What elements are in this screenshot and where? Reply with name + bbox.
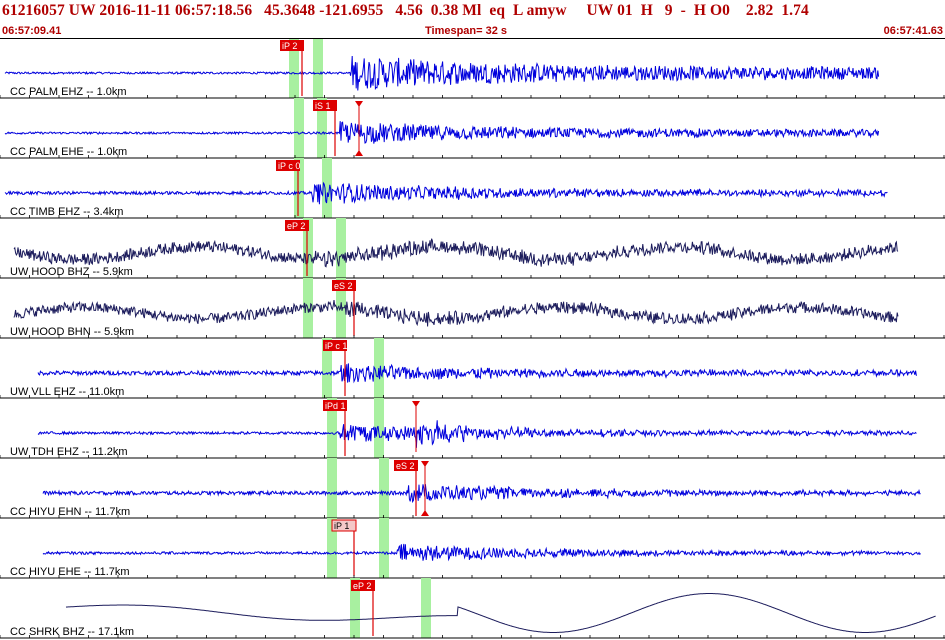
- pick-window: [379, 458, 389, 518]
- waveform-trace: [37, 363, 917, 384]
- pick-window: [327, 398, 337, 458]
- channel-row[interactable]: eP 2 UW HOOD BHZ -- 5.9km: [0, 218, 945, 279]
- channel-label: CC PALM EHZ -- 1.0km: [10, 86, 127, 98]
- pick-window: [336, 278, 346, 338]
- waveform-trace: [65, 593, 936, 633]
- pick-window: [303, 218, 313, 278]
- pick-window: [327, 458, 337, 518]
- channel-row[interactable]: iP 1 CC HIYU EHE -- 11.7km: [0, 518, 945, 579]
- amplitude-marker-triangle: [421, 461, 429, 467]
- pick-window: [322, 158, 332, 218]
- phase-pick-label: iP 1: [334, 521, 349, 531]
- phase-pick-box[interactable]: [313, 100, 337, 111]
- pick-window: [294, 158, 304, 218]
- channel-label: UW HOOD BHN -- 5.9km: [10, 326, 134, 338]
- phase-pick-box[interactable]: [331, 519, 357, 532]
- phase-pick-box[interactable]: [394, 460, 418, 471]
- seismogram-panel[interactable]: iP 2 CC PALM EHZ -- 1.0km iS 1 CC PALM EHE …: [0, 38, 945, 640]
- timespan-label: Timespan= 32 s: [425, 25, 508, 37]
- end-time: 06:57:41.63: [883, 25, 943, 37]
- phase-pick-box[interactable]: [332, 280, 356, 291]
- amplitude-marker-triangle: [355, 101, 363, 107]
- channel-row[interactable]: iS 1 CC PALM EHE -- 1.0km: [0, 98, 945, 159]
- channel-label: UW VLL EHZ -- 11.0km: [10, 386, 124, 398]
- pick-window: [289, 38, 299, 98]
- channel-label: CC PALM EHE -- 1.0km: [10, 146, 127, 158]
- channel-label: UW TDH EHZ -- 11.2km: [10, 446, 128, 458]
- waveform-trace: [42, 484, 921, 504]
- phase-pick-label: iP 2: [282, 41, 297, 51]
- phase-pick-label: iPd 1: [325, 401, 346, 411]
- waveform-trace: [4, 121, 880, 144]
- pick-window: [350, 578, 360, 638]
- pick-window: [313, 38, 323, 98]
- phase-pick-box[interactable]: [280, 40, 304, 51]
- waveform-trace: [42, 543, 921, 562]
- waveform-trace: [13, 300, 899, 327]
- event-summary-line: 61216057 UW 2016-11-11 06:57:18.56 45.36…: [2, 2, 809, 19]
- start-time: 06:57:09.41: [2, 25, 62, 37]
- pick-window: [421, 578, 431, 638]
- pick-window: [294, 98, 304, 158]
- phase-pick-box[interactable]: [323, 340, 347, 351]
- channel-label: CC HIYU EHN -- 11.7km: [10, 506, 130, 518]
- phase-pick-label: iS 1: [315, 101, 331, 111]
- waveform-trace: [37, 420, 917, 448]
- channel-row[interactable]: iP 2 CC PALM EHZ -- 1.0km: [0, 38, 945, 99]
- phase-pick-box[interactable]: [276, 160, 300, 171]
- phase-pick-label: eP 2: [287, 221, 305, 231]
- phase-pick-label: iP c 1: [325, 341, 347, 351]
- channel-row[interactable]: iPd 1 UW TDH EHZ -- 11.2km: [0, 398, 945, 459]
- phase-pick-label: eS 2: [334, 281, 353, 291]
- pick-window: [374, 398, 384, 458]
- waveform-trace: [13, 238, 899, 268]
- phase-pick-label: eS 2: [396, 461, 415, 471]
- channel-label: UW HOOD BHZ -- 5.9km: [10, 266, 133, 278]
- channel-row[interactable]: eS 2 UW HOOD BHN -- 5.9km: [0, 278, 945, 339]
- waveform-trace: [4, 55, 880, 91]
- phase-pick-box[interactable]: [351, 580, 375, 591]
- pick-window: [327, 518, 337, 578]
- channel-row[interactable]: iP c 0 CC TIMB EHZ -- 3.4km: [0, 158, 945, 219]
- waveform-trace: [4, 181, 888, 205]
- phase-pick-box[interactable]: [285, 220, 309, 231]
- amplitude-marker-triangle: [355, 150, 363, 156]
- pick-window: [379, 518, 389, 578]
- pick-window: [374, 338, 384, 398]
- phase-pick-box[interactable]: [323, 400, 347, 411]
- event-header: 61216057 UW 2016-11-11 06:57:18.56 45.36…: [0, 0, 945, 38]
- amplitude-marker-triangle: [412, 401, 420, 407]
- channel-row[interactable]: eP 2 CC SHRK BHZ -- 17.1km: [0, 578, 945, 639]
- pick-window: [336, 218, 346, 278]
- phase-pick-label: iP c 0: [278, 161, 300, 171]
- channel-label: CC TIMB EHZ -- 3.4km: [10, 206, 123, 218]
- channel-row[interactable]: eS 2 CC HIYU EHN -- 11.7km: [0, 458, 945, 519]
- phase-pick-label: eP 2: [353, 581, 371, 591]
- channel-row[interactable]: iP c 1 UW VLL EHZ -- 11.0km: [0, 338, 945, 399]
- channel-label: CC SHRK BHZ -- 17.1km: [10, 626, 134, 638]
- pick-window: [322, 338, 332, 398]
- pick-window: [317, 98, 327, 158]
- channel-label: CC HIYU EHE -- 11.7km: [10, 566, 130, 578]
- amplitude-marker-triangle: [421, 510, 429, 516]
